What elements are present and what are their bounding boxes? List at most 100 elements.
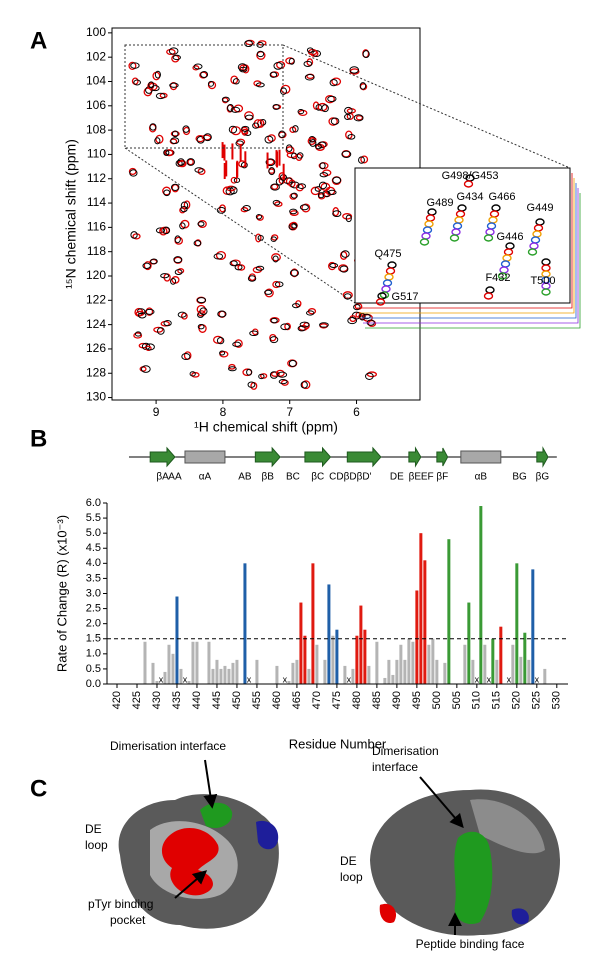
y-tick-label: 100: [86, 25, 106, 39]
bar: [407, 638, 411, 684]
peak: [152, 71, 161, 81]
peak: [259, 119, 267, 126]
peak: [196, 297, 207, 304]
surface-panel: Dimerisation interface DE loop pTyr bind…: [85, 739, 560, 951]
helix: [184, 450, 226, 464]
x-tick-label: 515: [491, 691, 503, 709]
structure-label: βG: [536, 472, 550, 483]
bar: [479, 506, 483, 684]
x-axis-title: ¹H chemical shift (ppm): [194, 419, 338, 435]
peak: [274, 281, 284, 288]
structure-label: βB: [262, 472, 275, 483]
bar: [467, 602, 471, 684]
axes: [106, 503, 568, 685]
bar: [195, 641, 199, 684]
peak: [148, 81, 155, 89]
peak: [304, 74, 315, 81]
peak: [237, 63, 248, 72]
structure-label: βA: [156, 472, 169, 483]
peak: [248, 273, 256, 282]
x-tick-label: 420: [111, 691, 123, 709]
peak: [367, 319, 377, 327]
peak: [325, 94, 335, 104]
peak: [170, 130, 180, 137]
bar: [351, 668, 355, 684]
peak: [339, 265, 349, 273]
bar: [227, 668, 231, 684]
y-tick-label: 128: [86, 365, 106, 379]
y-tick-label: 1.0: [86, 648, 101, 660]
peak: [301, 380, 311, 390]
bar: [187, 680, 191, 684]
peak: [128, 167, 137, 175]
peak: [256, 41, 264, 48]
label: pocket: [110, 913, 146, 927]
y-tick-label: 4.5: [86, 542, 101, 554]
peak: [327, 189, 337, 196]
y-tick-label: 110: [87, 147, 106, 161]
peak: [301, 203, 311, 213]
bar: [483, 644, 487, 684]
y-axis-title: Rate of Change (R) (x10⁻³): [54, 515, 69, 672]
zoom-box: [124, 44, 284, 149]
y-tick-label: 112: [87, 171, 106, 185]
peak: [177, 158, 185, 166]
peak-label: G434: [457, 191, 484, 203]
peak: [269, 336, 279, 344]
peak: [278, 130, 286, 139]
helix: [460, 450, 502, 464]
peak: [197, 324, 205, 330]
x-tick-label: 485: [371, 691, 383, 709]
peak: [360, 155, 369, 164]
peak: [292, 125, 299, 133]
x-tick-label: 6: [353, 405, 360, 419]
peak-label: G449: [527, 202, 554, 214]
strand: [536, 446, 549, 468]
peak-label: G446: [497, 231, 524, 243]
structure-label: BC: [286, 472, 300, 483]
peak: [332, 176, 342, 184]
structure-label: αA: [199, 472, 212, 483]
peak: [318, 181, 328, 190]
bar: [179, 668, 183, 684]
bar: [395, 659, 399, 684]
peak: [155, 227, 166, 234]
bar: [543, 668, 547, 684]
x-tick-label: 455: [251, 691, 263, 709]
peak: [221, 96, 230, 103]
dimer-patch: [200, 802, 233, 829]
peak: [270, 317, 278, 324]
peak: [250, 381, 258, 390]
peak: [285, 144, 293, 152]
peak: [349, 66, 360, 74]
peak: [270, 236, 277, 242]
x-tick-label: 525: [531, 691, 543, 709]
peak: [275, 369, 285, 377]
peak: [359, 82, 367, 90]
peak: [226, 185, 236, 192]
peak: [341, 150, 352, 158]
label: interface: [372, 760, 418, 774]
surface-patch: [470, 799, 545, 854]
peak: [280, 379, 289, 386]
bar: [523, 632, 527, 684]
y-tick-label: 118: [87, 244, 106, 258]
bar: [155, 680, 159, 684]
peak: [232, 341, 242, 348]
inset-peak: [497, 272, 508, 280]
peak: [306, 58, 314, 67]
peak: [230, 106, 241, 113]
x-tick-label: 530: [551, 691, 563, 709]
y-tick-label: 122: [86, 292, 106, 306]
peak: [329, 78, 338, 87]
bar: [419, 533, 423, 684]
bar: [151, 662, 155, 684]
peak: [247, 275, 257, 282]
no-data-marker: x: [283, 674, 288, 684]
peak: [180, 206, 188, 213]
peak: [193, 63, 203, 70]
peak: [315, 104, 323, 111]
x-tick-label: 500: [431, 691, 443, 709]
strand: [254, 446, 281, 468]
peak: [268, 167, 276, 176]
